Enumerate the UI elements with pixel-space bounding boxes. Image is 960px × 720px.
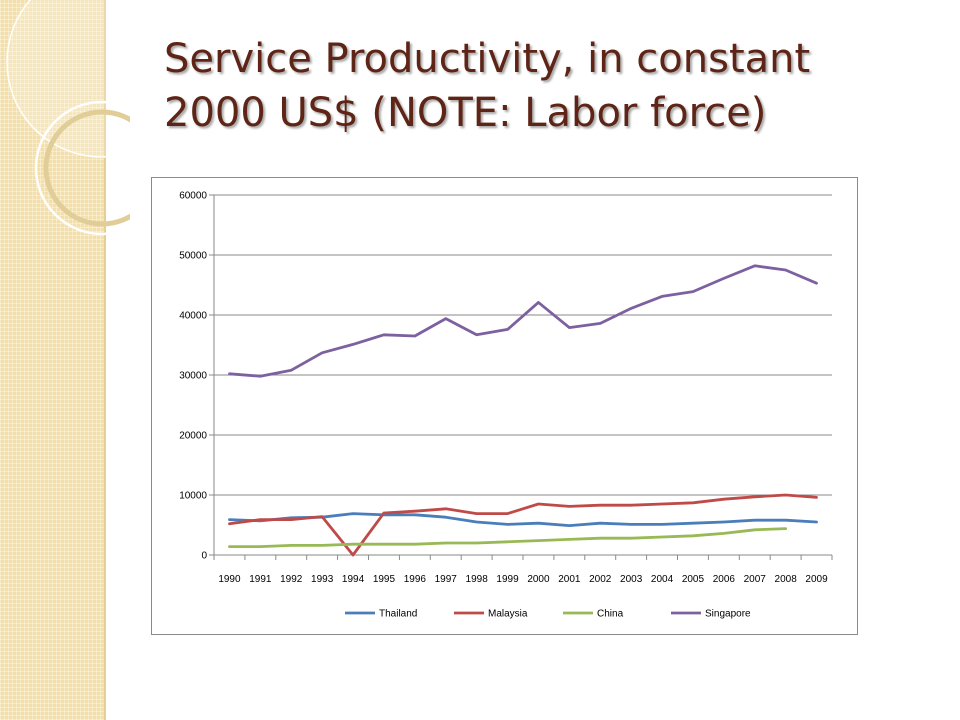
x-axis-ticks: 1990 1991 1992 1993 1994 1995 1996 1997 1998 1999…: [213, 555, 833, 585]
x-tick-label: 1992: [280, 574, 303, 585]
series-line-malaysia: [228, 493, 818, 557]
line-chart: 0 10000 20000 30000 40000 50000 60000 1990 1991…: [179, 191, 833, 620]
x-tick-label: 1995: [373, 574, 396, 585]
y-axis-ticks: 0 10000 20000 30000 40000 50000 60000: [179, 191, 207, 562]
x-tick-label: 2006: [713, 574, 736, 585]
x-tick-label: 1999: [496, 574, 519, 585]
x-tick-label: 2007: [744, 574, 767, 585]
x-tick-label: 1994: [342, 574, 365, 585]
x-tick-label: 1997: [435, 574, 458, 585]
x-tick-label: 2001: [558, 574, 581, 585]
y-tick-label: 10000: [179, 491, 207, 502]
y-tick-label: 50000: [179, 251, 207, 262]
decorative-circles: [6, 0, 130, 236]
y-tick-label: 20000: [179, 431, 207, 442]
chart-area: 0 10000 20000 30000 40000 50000 60000 1990 1991…: [151, 177, 858, 635]
x-tick-label: 2000: [527, 574, 550, 585]
x-tick-label: 1993: [311, 574, 334, 585]
x-tick-label: 2004: [651, 574, 674, 585]
y-tick-label: 0: [201, 551, 207, 562]
x-tick-label: 1991: [249, 574, 272, 585]
decorative-ring-inner: [43, 109, 130, 227]
slide-title: Service Productivity, in constant 2000 U…: [164, 36, 811, 136]
legend-label-singapore: Singapore: [705, 609, 751, 620]
series-line-china: [228, 527, 787, 549]
legend-label-thailand: Thailand: [379, 609, 417, 620]
x-tick-label: 1996: [404, 574, 427, 585]
x-tick-label: 2008: [775, 574, 798, 585]
x-tick-label: 1990: [218, 574, 241, 585]
series-line-thailand: [228, 512, 818, 528]
gridlines: [209, 194, 832, 556]
x-tick-label: 1998: [466, 574, 489, 585]
legend: Thailand Malaysia China Singapore: [345, 609, 751, 620]
decorative-sidebar: [0, 0, 106, 720]
decorative-circle-large: [6, 0, 130, 158]
x-tick-label: 2005: [682, 574, 705, 585]
y-tick-label: 30000: [179, 371, 207, 382]
legend-label-malaysia: Malaysia: [488, 609, 528, 620]
y-tick-label: 60000: [179, 191, 207, 202]
series-lines: [228, 264, 818, 557]
decorative-ring-outer: [34, 100, 130, 236]
y-tick-label: 40000: [179, 311, 207, 322]
x-tick-label: 2009: [805, 574, 828, 585]
legend-label-china: China: [597, 609, 624, 620]
x-tick-label: 2002: [589, 574, 612, 585]
x-tick-label: 2003: [620, 574, 643, 585]
series-line-singapore: [228, 264, 818, 378]
